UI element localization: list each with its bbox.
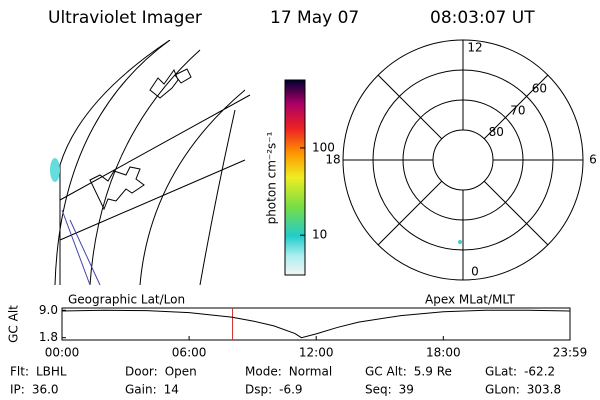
y-axis-label: GC Alt	[7, 305, 21, 343]
colorbar	[284, 79, 306, 276]
polar-mlt-label: 18	[325, 153, 340, 167]
x-tick-label: 18:00	[426, 346, 461, 360]
status-value: 39	[399, 383, 414, 397]
polar-lat-label: 70	[510, 103, 525, 117]
colorbar-label: photon cm⁻²s⁻¹	[265, 131, 279, 224]
polar-mlt-label: 12	[467, 41, 482, 55]
x-tick-label: 00:00	[45, 346, 80, 360]
status-value: -6.9	[279, 383, 302, 397]
map-label: Geographic Lat/Lon	[68, 293, 185, 307]
polar-ring	[432, 129, 494, 191]
status-label: Flt:	[10, 365, 29, 379]
date: 17 May 07	[270, 8, 359, 28]
polar-spot	[458, 240, 462, 244]
polar-spoke	[377, 180, 443, 246]
map	[50, 40, 251, 286]
polar-label: Apex MLat/MLT	[425, 293, 515, 307]
polar-mlt-label: 6	[589, 153, 597, 167]
status-label: Seq:	[365, 383, 392, 397]
x-tick-label: 23:59	[553, 346, 588, 360]
status-label: Gain:	[125, 383, 157, 397]
status-value: -62.2	[524, 365, 555, 379]
aurora-blob	[50, 158, 60, 182]
polar-ring	[372, 69, 554, 251]
status-label: GLon:	[485, 383, 520, 397]
altitude-frame	[61, 307, 571, 341]
polar-lat-label: 60	[532, 82, 547, 96]
title: Ultraviolet Imager	[48, 8, 202, 28]
polar-spoke	[483, 74, 549, 140]
colorbar-tick-label: 10	[312, 228, 327, 242]
polar-spoke	[483, 180, 549, 246]
status-value: 36.0	[32, 383, 59, 397]
altitude-line	[61, 309, 571, 339]
status-label: Door:	[125, 365, 158, 379]
status-value: 5.9 Re	[414, 365, 452, 379]
time: 08:03:07 UT	[430, 8, 535, 28]
y-tick-label: 9.0	[39, 303, 58, 317]
polar-mlt-label: 0	[471, 265, 479, 279]
colorbar-tick-label: 100	[312, 140, 335, 154]
status-value: Open	[165, 365, 197, 379]
status-label: Mode:	[245, 365, 282, 379]
status-value: 14	[164, 383, 179, 397]
y-tick-label: 1.8	[39, 330, 58, 344]
status-value: 303.8	[527, 383, 561, 397]
x-tick-label: 12:00	[299, 346, 334, 360]
polar-spoke	[377, 74, 443, 140]
status-value: Normal	[289, 365, 332, 379]
polar-ring	[402, 99, 524, 221]
status-label: GLat:	[485, 365, 517, 379]
status-label: GC Alt:	[365, 365, 407, 379]
status-value: LBHL	[36, 365, 67, 379]
status-label: Dsp:	[245, 383, 272, 397]
polar-lat-label: 80	[489, 125, 504, 139]
x-tick-label: 06:00	[172, 346, 207, 360]
status-label: IP:	[10, 383, 25, 397]
